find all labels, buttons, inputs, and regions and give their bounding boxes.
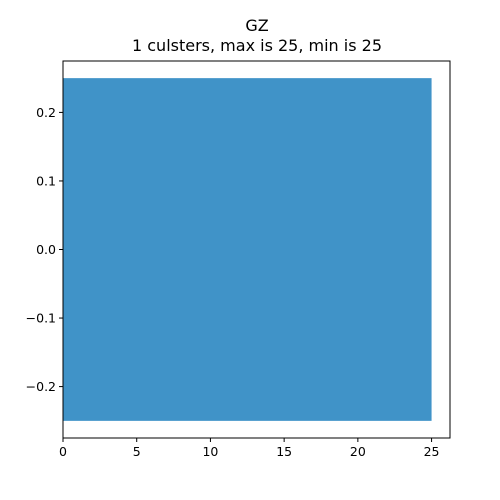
x-tick-label: 15: [276, 444, 292, 459]
chart-subtitle: 1 culsters, max is 25, min is 25: [132, 36, 382, 55]
y-tick-label: 0.1: [36, 173, 56, 188]
y-tick-label: −0.1: [26, 311, 56, 326]
x-tick-label: 10: [202, 444, 218, 459]
bar-0: [63, 78, 432, 421]
x-tick-label: 20: [350, 444, 366, 459]
x-tick-label: 25: [424, 444, 440, 459]
chart-title: GZ: [245, 16, 268, 35]
y-tick-label: 0.0: [36, 242, 56, 257]
x-tick-label: 0: [59, 444, 67, 459]
y-tick-label: −0.2: [26, 379, 56, 394]
y-tick-label: 0.2: [36, 105, 56, 120]
y-axis: 0.2 0.1 0.0 −0.1 −0.2: [26, 105, 63, 394]
x-tick-label: 5: [133, 444, 141, 459]
x-axis: 0 5 10 15 20 25: [59, 438, 440, 459]
bars-group: [63, 78, 432, 421]
plot-frame: [62, 60, 451, 439]
